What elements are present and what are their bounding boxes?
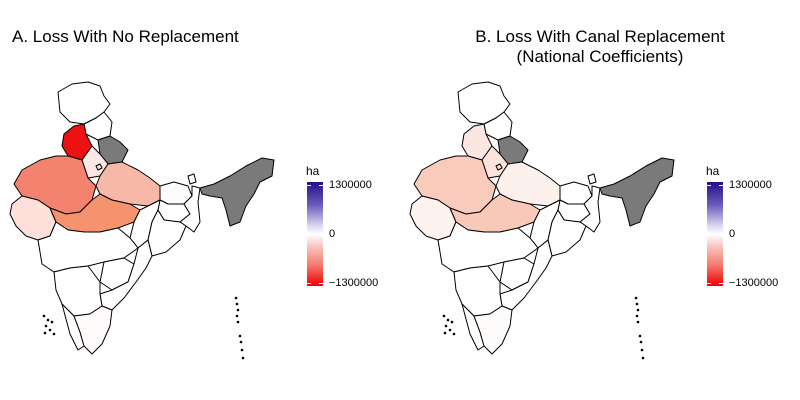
island-dot — [641, 356, 645, 360]
island-dot — [452, 332, 456, 336]
legend-title: ha — [306, 164, 320, 178]
state-himachal-pradesh — [483, 111, 513, 141]
legend-title: ha — [706, 164, 720, 178]
island-territories — [442, 296, 645, 360]
island-dot — [450, 320, 454, 324]
island-territories — [42, 296, 245, 360]
panel-title: B. Loss With Canal Replacement (National… — [400, 27, 800, 67]
island-dot — [442, 314, 446, 318]
legend-color-bar — [707, 182, 723, 286]
island-dot — [44, 324, 48, 328]
island-dot — [638, 334, 642, 338]
island-dot — [636, 320, 640, 324]
island-dot — [446, 318, 450, 322]
island-dot — [240, 348, 244, 352]
island-dot — [235, 314, 239, 318]
island-dot — [635, 302, 639, 306]
legend-min-label: −1300000 — [329, 277, 379, 289]
legend-min-label: −1300000 — [729, 277, 779, 289]
state-tamil-nadu — [473, 305, 513, 355]
title-line-1: B. Loss With Canal Replacement — [475, 27, 725, 46]
island-dot — [42, 314, 46, 318]
island-dot — [634, 296, 638, 300]
state-sikkim — [587, 173, 597, 185]
state-karnataka — [453, 265, 503, 317]
island-dot — [239, 340, 243, 344]
island-dot — [448, 328, 452, 332]
title-line-2: (National Coefficients) — [516, 47, 684, 66]
island-dot — [236, 320, 240, 324]
island-dot — [635, 314, 639, 318]
island-dot — [443, 331, 447, 335]
state-delhi — [495, 163, 503, 171]
state-west-bengal — [179, 185, 201, 233]
island-dot — [52, 332, 56, 336]
state-northeast — [199, 157, 275, 227]
island-dot — [640, 348, 644, 352]
map-panel-b: B. Loss With Canal Replacement (National… — [400, 0, 800, 400]
island-dot — [444, 324, 448, 328]
legend-mid-label: 0 — [729, 228, 736, 240]
color-scale-legend: ha 1300000 0 −1300000 — [705, 164, 795, 294]
island-dot — [238, 334, 242, 338]
legend-max-label: 1300000 — [729, 179, 772, 191]
state-odisha — [547, 209, 587, 257]
island-dot — [48, 328, 52, 332]
state-himachal-pradesh — [83, 111, 113, 141]
color-scale-legend: ha 1300000 0 −1300000 — [305, 164, 395, 294]
state-west-bengal — [579, 185, 601, 233]
legend-max-label: 1300000 — [329, 179, 372, 191]
island-dot — [43, 331, 47, 335]
state-northeast — [599, 157, 675, 227]
island-dot — [46, 318, 50, 322]
state-tamil-nadu — [73, 305, 113, 355]
panel-title: A. Loss With No Replacement — [12, 27, 239, 47]
state-odisha — [147, 209, 187, 257]
island-dot — [236, 308, 240, 312]
india-state-map — [9, 81, 275, 360]
island-dot — [636, 308, 640, 312]
state-jammu-kashmir — [57, 81, 111, 125]
title-line-1: A. Loss With No Replacement — [12, 27, 239, 46]
island-dot — [639, 340, 643, 344]
legend-color-bar — [307, 182, 323, 286]
island-dot — [50, 320, 54, 324]
state-jammu-kashmir — [457, 81, 511, 125]
island-dot — [235, 302, 239, 306]
state-delhi — [95, 163, 103, 171]
state-sikkim — [187, 173, 197, 185]
island-dot — [241, 356, 245, 360]
island-dot — [234, 296, 238, 300]
legend-mid-label: 0 — [329, 228, 336, 240]
map-panel-a: A. Loss With No Replacement ha 1300000 0… — [9, 27, 395, 360]
india-state-map — [409, 81, 675, 360]
state-karnataka — [53, 265, 103, 317]
